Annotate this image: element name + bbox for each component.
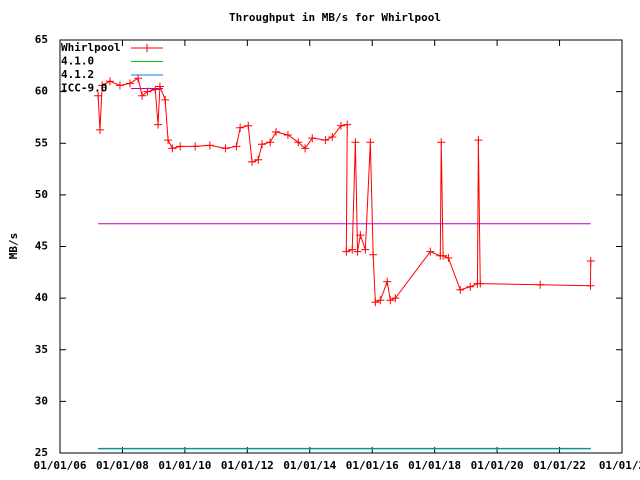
point-marker bbox=[586, 281, 595, 290]
point-marker bbox=[151, 85, 160, 94]
x-tick-label: 01/01/14 bbox=[283, 459, 336, 472]
point-marker bbox=[466, 282, 475, 291]
x-tick-label: 01/01/06 bbox=[34, 459, 87, 472]
point-marker bbox=[391, 294, 400, 303]
point-marker bbox=[221, 144, 230, 153]
point-marker bbox=[328, 133, 337, 142]
point-marker bbox=[98, 81, 107, 90]
x-tick-label: 01/01/22 bbox=[533, 459, 586, 472]
point-marker bbox=[361, 245, 370, 254]
point-marker bbox=[168, 144, 177, 153]
point-marker bbox=[351, 138, 360, 147]
point-marker bbox=[586, 256, 595, 265]
point-marker bbox=[308, 134, 317, 143]
point-marker bbox=[356, 231, 365, 240]
y-tick-label: 65 bbox=[35, 33, 48, 46]
point-marker bbox=[258, 140, 267, 149]
point-marker bbox=[191, 142, 200, 151]
point-marker bbox=[232, 142, 241, 151]
point-marker bbox=[154, 120, 163, 129]
point-marker bbox=[456, 285, 465, 294]
point-marker bbox=[164, 136, 173, 145]
point-marker bbox=[94, 91, 103, 100]
y-tick-label: 35 bbox=[35, 343, 48, 356]
point-marker bbox=[444, 253, 453, 262]
x-tick-label: 01/01/10 bbox=[158, 459, 211, 472]
x-tick-label: 01/01/16 bbox=[346, 459, 399, 472]
x-tick-label: 01/01/2 bbox=[599, 459, 640, 472]
y-tick-label: 25 bbox=[35, 446, 48, 459]
point-marker bbox=[376, 296, 385, 305]
point-marker bbox=[248, 157, 257, 166]
series-line bbox=[97, 77, 592, 303]
legend-label: 4.1.0 bbox=[61, 55, 94, 68]
point-marker bbox=[105, 77, 114, 86]
point-marker bbox=[348, 245, 357, 254]
point-marker bbox=[366, 138, 375, 147]
legend-label: 4.1.2 bbox=[61, 68, 94, 81]
legend-label: Whirlpool bbox=[61, 41, 121, 54]
legend-marker bbox=[143, 44, 151, 52]
y-tick-label: 30 bbox=[35, 394, 48, 407]
y-tick-label: 45 bbox=[35, 240, 48, 253]
point-marker bbox=[254, 155, 263, 164]
point-marker bbox=[125, 79, 134, 88]
point-marker bbox=[95, 125, 104, 134]
x-tick-label: 01/01/20 bbox=[471, 459, 524, 472]
point-marker bbox=[437, 138, 446, 147]
point-marker bbox=[115, 81, 124, 90]
point-marker bbox=[476, 279, 485, 288]
point-marker bbox=[301, 144, 310, 153]
point-marker bbox=[353, 247, 362, 256]
point-marker bbox=[386, 296, 395, 305]
chart-title: Throughput in MB/s for Whirlpool bbox=[229, 11, 441, 24]
point-marker bbox=[371, 298, 380, 307]
point-marker bbox=[272, 127, 281, 136]
y-axis-label: MB/s bbox=[7, 233, 20, 260]
point-marker bbox=[134, 74, 143, 83]
point-marker bbox=[161, 95, 170, 104]
point-marker bbox=[155, 82, 164, 91]
point-marker bbox=[343, 120, 352, 129]
point-marker bbox=[383, 277, 392, 286]
point-marker bbox=[236, 123, 245, 132]
x-tick-label: 01/01/08 bbox=[96, 459, 149, 472]
point-marker bbox=[283, 130, 292, 139]
y-tick-label: 55 bbox=[35, 136, 48, 149]
point-marker bbox=[205, 141, 214, 150]
y-tick-label: 60 bbox=[35, 85, 48, 98]
point-marker bbox=[474, 136, 483, 145]
plot-border bbox=[59, 39, 623, 454]
x-tick-label: 01/01/12 bbox=[221, 459, 274, 472]
point-marker bbox=[536, 280, 545, 289]
point-marker bbox=[439, 251, 448, 260]
y-tick-label: 40 bbox=[35, 291, 48, 304]
point-marker bbox=[321, 136, 330, 145]
legend-label: ICC-9.0 bbox=[61, 82, 107, 95]
point-marker bbox=[294, 138, 303, 147]
point-marker bbox=[426, 247, 435, 256]
point-marker bbox=[342, 247, 351, 256]
point-marker bbox=[176, 142, 185, 151]
point-marker bbox=[337, 121, 345, 130]
x-tick-label: 01/01/18 bbox=[408, 459, 461, 472]
point-marker bbox=[369, 250, 378, 259]
point-marker bbox=[266, 138, 275, 147]
y-tick-label: 50 bbox=[35, 188, 48, 201]
point-marker bbox=[138, 91, 147, 100]
point-marker bbox=[244, 121, 253, 130]
